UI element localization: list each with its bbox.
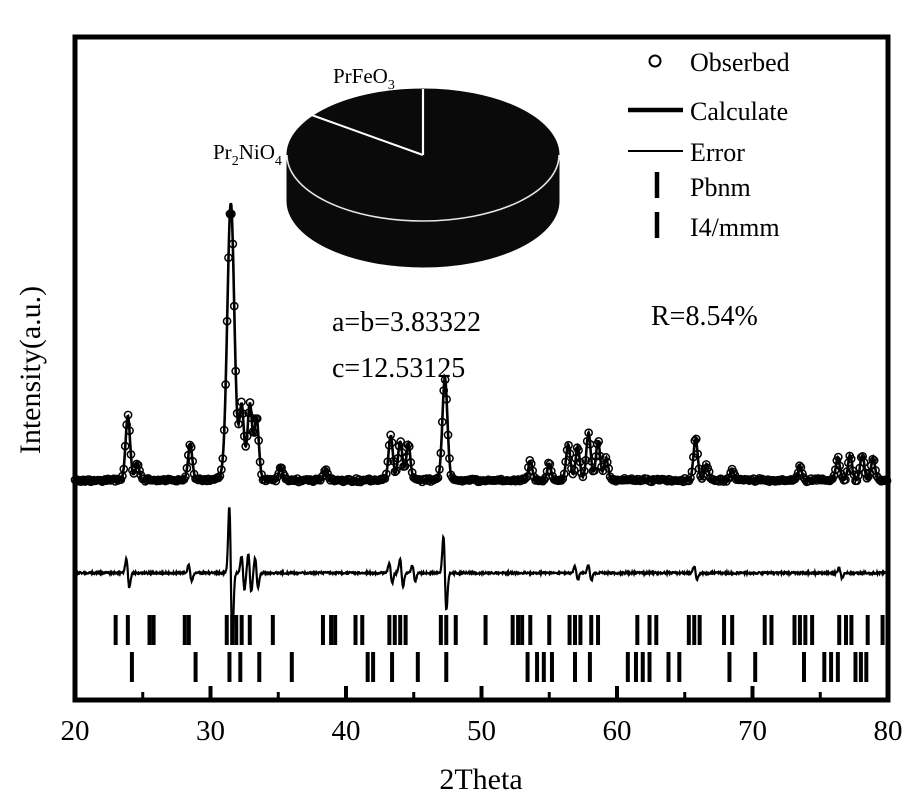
bragg-ticks-pbnm [116,615,883,645]
legend-label-i4mmm: I4/mmm [690,213,780,242]
x-tick-label: 40 [332,715,361,747]
xrd-plot-svg: 20 30 40 50 60 70 80 2Theta Intensity(a.u.) a=… [0,0,918,804]
pie-label-pr2nio4-sub2: 4 [275,154,282,169]
xrd-figure-root: 20 30 40 50 60 70 80 2Theta Intensity(a.u.) a=… [0,0,918,804]
x-tick-label: 60 [603,715,632,747]
x-tick-label: 70 [738,715,767,747]
x-tick-label: 30 [196,715,225,747]
y-axis-label: Intensity(a.u.) [14,286,47,454]
pie-label-prfeo3-sub: 3 [388,78,395,93]
lattice-param-c: c=12.53125 [332,353,465,384]
inset-pie-chart: PrFeO3 Pr2NiO4 [213,64,559,267]
x-tick-label: 50 [467,715,496,747]
legend-label-error: Error [690,138,745,167]
pie-label-prfeo3: PrFeO3 [333,64,395,93]
x-axis-tick-labels: 20 30 40 50 60 70 80 [61,715,903,747]
pie-label-pr2nio4-sub1: 2 [232,154,239,169]
x-tick-label: 20 [61,715,90,747]
legend: Obserbed Calculate Error Pbnm I4/mmm [628,48,790,242]
pie-label-pr2nio4-mid: NiO [239,140,275,164]
pie-label-prfeo3-main: PrFeO [333,64,388,88]
legend-marker-circle-marker [650,56,661,67]
lattice-param-ab: a=b=3.83322 [332,307,481,338]
r-factor-label: R=8.54% [651,301,758,332]
pie-label-pr2nio4-main: Pr [213,140,232,164]
legend-label-calculate: Calculate [690,97,788,126]
x-axis-label: 2Theta [439,763,522,796]
pie-label-pr2nio4: Pr2NiO4 [213,140,282,169]
x-tick-label: 80 [874,715,903,747]
legend-label-pbnm: Pbnm [690,173,751,202]
bragg-ticks-i4mmm [132,652,866,682]
legend-label-obserbed: Obserbed [690,48,790,77]
